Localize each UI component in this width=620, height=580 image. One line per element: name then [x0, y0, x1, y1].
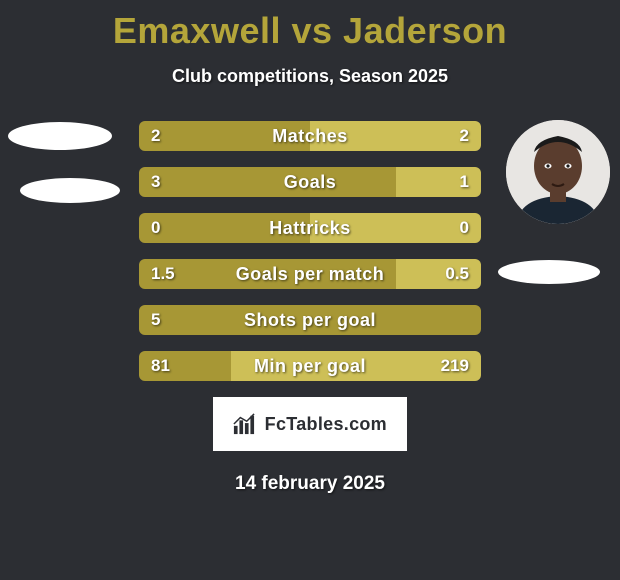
watermark: FcTables.com [213, 397, 407, 451]
bar-value-right: 1 [460, 167, 469, 197]
bar-value-left: 2 [151, 121, 160, 151]
bar-value-right: 0.5 [445, 259, 469, 289]
bar-row: 22Matches [139, 121, 481, 151]
bar-left-fill [139, 305, 481, 335]
bar-value-left: 0 [151, 213, 160, 243]
bar-left-fill [139, 167, 396, 197]
bar-row: 81219Min per goal [139, 351, 481, 381]
comparison-chart: 22Matches31Goals00Hattricks1.50.5Goals p… [0, 121, 620, 495]
player-a-name: Emaxwell [113, 10, 281, 51]
watermark-text: FcTables.com [265, 414, 387, 435]
bar-row: 00Hattricks [139, 213, 481, 243]
date-text: 14 february 2025 [0, 473, 620, 495]
bar-right-fill [310, 213, 481, 243]
title-vs: vs [291, 10, 332, 51]
bar-value-left: 1.5 [151, 259, 175, 289]
bar-row: 31Goals [139, 167, 481, 197]
player-b-name: Jaderson [343, 10, 507, 51]
bar-value-left: 3 [151, 167, 160, 197]
subtitle: Club competitions, Season 2025 [0, 66, 620, 87]
bar-left-fill [139, 259, 396, 289]
bar-row: 1.50.5Goals per match [139, 259, 481, 289]
bar-left-fill [139, 121, 310, 151]
bar-rows-container: 22Matches31Goals00Hattricks1.50.5Goals p… [139, 121, 481, 381]
bar-value-left: 5 [151, 305, 160, 335]
bar-value-left: 81 [151, 351, 170, 381]
watermark-bars-icon [233, 413, 259, 435]
bar-row: 5Shots per goal [139, 305, 481, 335]
bar-value-right: 2 [460, 121, 469, 151]
bar-value-right: 0 [460, 213, 469, 243]
bar-right-fill [310, 121, 481, 151]
bar-left-fill [139, 213, 310, 243]
page-title: Emaxwell vs Jaderson [0, 0, 620, 52]
bar-value-right: 219 [441, 351, 469, 381]
